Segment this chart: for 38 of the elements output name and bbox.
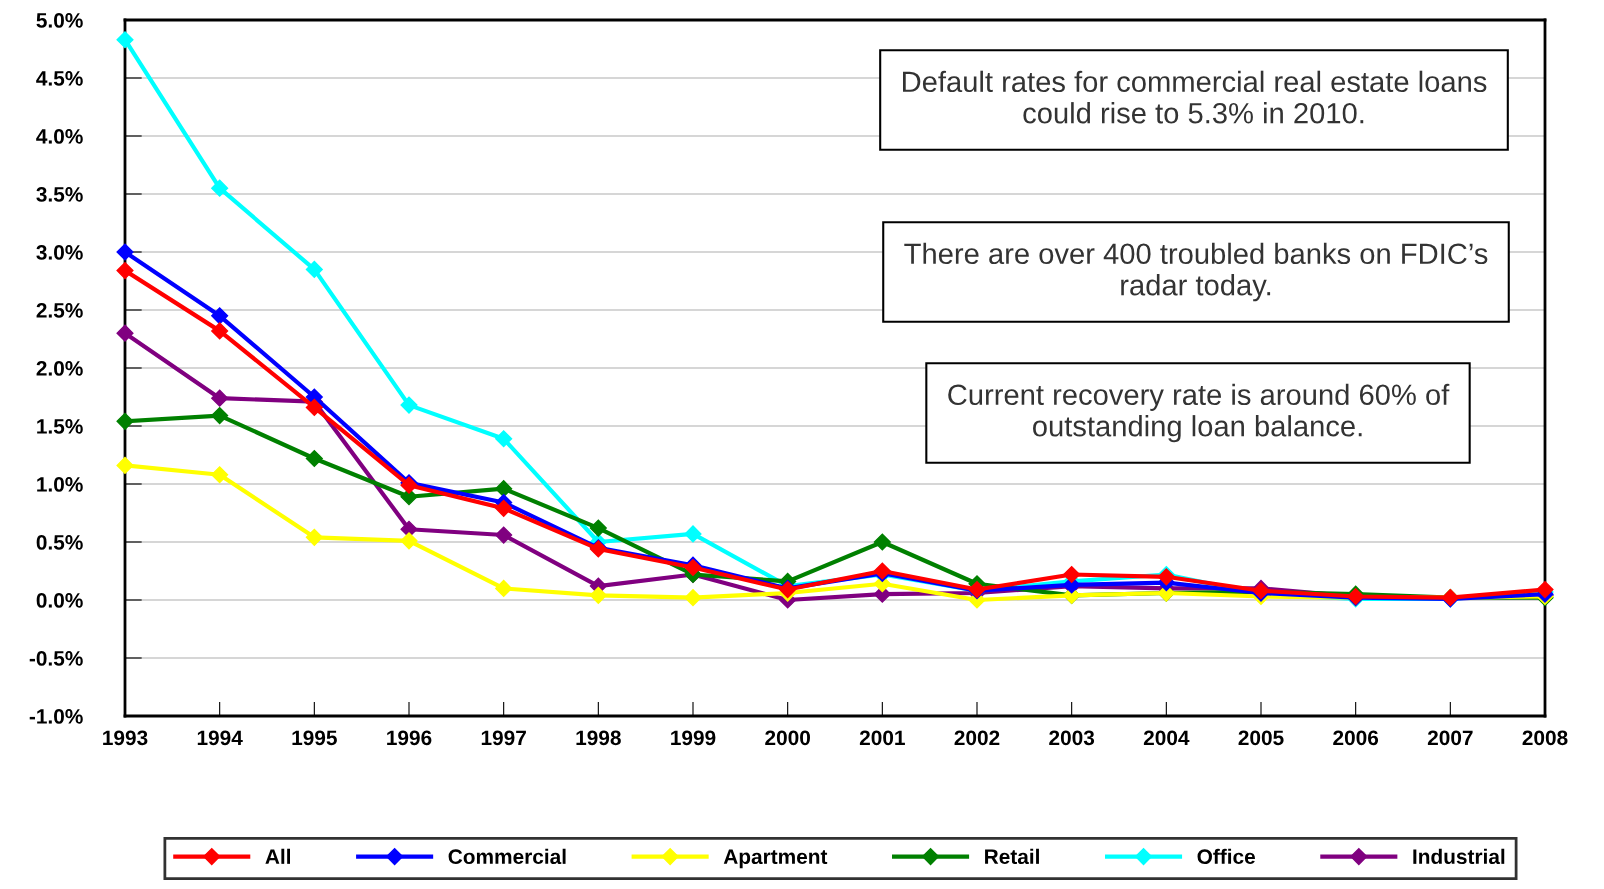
x-tick-label: 1996 (387, 730, 432, 746)
annotation: There are over 400 troubled banks on FDIC’s radar today. (904, 242, 1488, 302)
legend-label: Industrial (1413, 848, 1505, 865)
y-tick-label: 4.0% (36, 129, 83, 144)
y-tick-label: 3.5% (36, 187, 83, 202)
y-tick-label: 1.0% (37, 477, 83, 492)
x-tick-label: 2008 (1522, 730, 1568, 746)
legend-label: Retail (985, 848, 1039, 865)
x-tick-label: 2000 (765, 730, 810, 746)
x-tick-label: 2007 (1427, 730, 1473, 746)
x-tick-label: 1999 (671, 730, 716, 746)
y-tick-label: 2.0% (36, 361, 83, 376)
x-tick-label: 2001 (859, 730, 905, 746)
y-tick-label: 3.0% (36, 245, 83, 260)
y-tick-label: -1.0% (29, 709, 83, 724)
x-tick-label: 1998 (576, 730, 621, 746)
legend-label: Apartment (723, 849, 828, 869)
y-tick-label: 1.5% (37, 419, 83, 434)
legend-label: All (265, 848, 291, 864)
x-tick-label: 1993 (103, 730, 148, 746)
x-tick-label: 2002 (954, 730, 1000, 746)
x-tick-label: 2003 (1049, 730, 1095, 746)
legend-label: Office (1197, 848, 1255, 865)
x-tick-label: 2005 (1238, 730, 1284, 746)
legend-label: Commercial (448, 848, 566, 865)
y-tick-label: 0.0% (36, 593, 83, 608)
x-tick-label: 1995 (292, 730, 337, 746)
x-tick-label: 2006 (1333, 730, 1379, 746)
annotation: Current recovery rate is around 60% of outstanding loan balance. (948, 383, 1450, 443)
y-tick-label: 2.5% (36, 303, 83, 318)
x-tick-label: 1997 (481, 730, 526, 746)
y-tick-label: -0.5% (29, 651, 83, 666)
y-tick-label: 0.5% (36, 535, 83, 550)
x-tick-label: 1994 (197, 730, 243, 746)
annotation: Default rates for commercial real estate loans could rise to 5.3% in 2010. (903, 70, 1487, 124)
y-tick-label: 4.5% (36, 71, 83, 86)
y-tick-label: 5.0% (36, 13, 83, 28)
x-tick-label: 2004 (1143, 730, 1190, 746)
